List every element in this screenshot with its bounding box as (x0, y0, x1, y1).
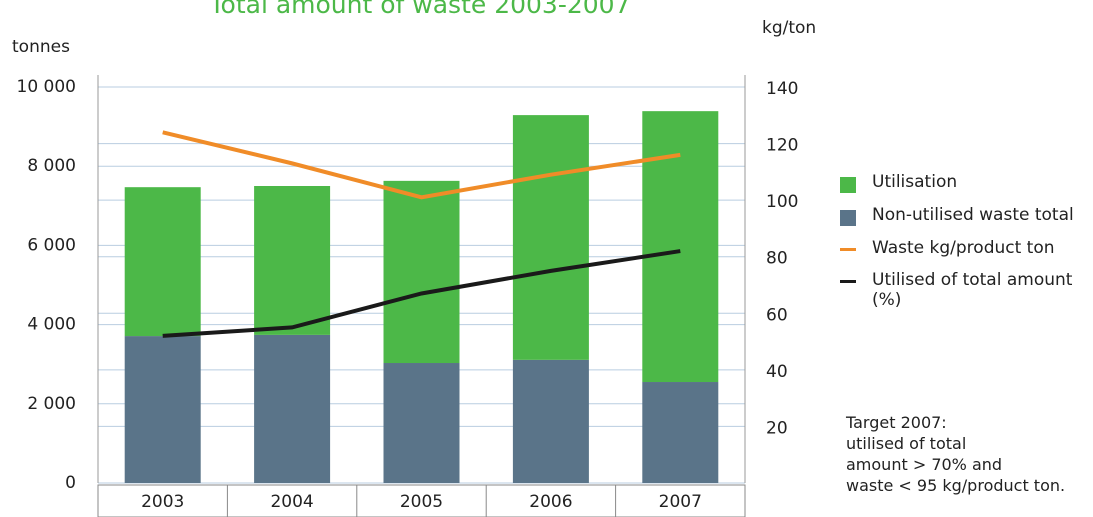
bar (383, 363, 460, 483)
y2-tick-label: 40 (766, 362, 788, 382)
x-tick-label: 2005 (400, 492, 443, 512)
legend-item: Utilised of total amount (%) (840, 270, 1080, 310)
bar (642, 111, 719, 383)
line-series (162, 249, 681, 338)
bar (254, 334, 331, 483)
legend-label: Utilised of total amount (%) (872, 270, 1073, 310)
annotation: Target 2007: utilised of total amount > 70… (846, 412, 1065, 496)
annotation-line: utilised of total (846, 434, 967, 453)
bar (512, 115, 589, 360)
y-tick-label: 4 000 (27, 315, 76, 335)
bar (642, 382, 719, 483)
legend-label: Non-utilised waste total (872, 205, 1074, 225)
y2-tick-label: 60 (766, 305, 788, 325)
x-tick-label: 2006 (529, 492, 572, 512)
x-tick-label: 2004 (270, 492, 313, 512)
y-tick-label: 8 000 (27, 156, 76, 176)
legend-label: Waste kg/product ton (872, 238, 1055, 258)
bar (254, 186, 331, 335)
legend-swatch (840, 177, 856, 193)
legend-label: Utilisation (872, 172, 958, 192)
chart-title: Total amount of waste 2003-2007 (209, 0, 631, 19)
category-frame (97, 484, 746, 517)
y-tick-label: 6 000 (27, 235, 76, 255)
y2-tick-label: 80 (766, 249, 788, 269)
legend-swatch (840, 280, 856, 283)
y-tick-label: 2 000 (27, 394, 76, 414)
y2-tick-label: 100 (766, 192, 798, 212)
legend-swatch (840, 248, 856, 251)
legend: Utilisation Non-utilised waste total Waste… (840, 172, 1080, 322)
bar (124, 187, 201, 337)
annotation-line: amount > 70% and (846, 455, 1003, 474)
bar (512, 359, 589, 483)
y2-axis-label: kg/ton (762, 18, 816, 38)
annotation-line: waste < 95 kg/product ton. (846, 476, 1066, 495)
bar (124, 336, 201, 483)
y-axis-label: tonnes (12, 37, 70, 57)
legend-item: Utilisation (840, 172, 1080, 193)
bar (383, 180, 460, 364)
y2-tick-label: 20 (766, 418, 788, 438)
y2-tick-label: 140 (766, 79, 798, 99)
legend-swatch (840, 210, 856, 226)
legend-item: Non-utilised waste total (840, 205, 1080, 226)
y-tick-label: 10 000 (17, 77, 76, 97)
x-tick-label: 2003 (141, 492, 184, 512)
legend-item: Waste kg/product ton (840, 238, 1080, 258)
y-tick-label: 0 (65, 473, 76, 493)
x-tick-label: 2007 (659, 492, 702, 512)
line-series (162, 130, 681, 200)
annotation-line: Target 2007: (846, 413, 947, 432)
y2-tick-label: 120 (766, 136, 798, 156)
